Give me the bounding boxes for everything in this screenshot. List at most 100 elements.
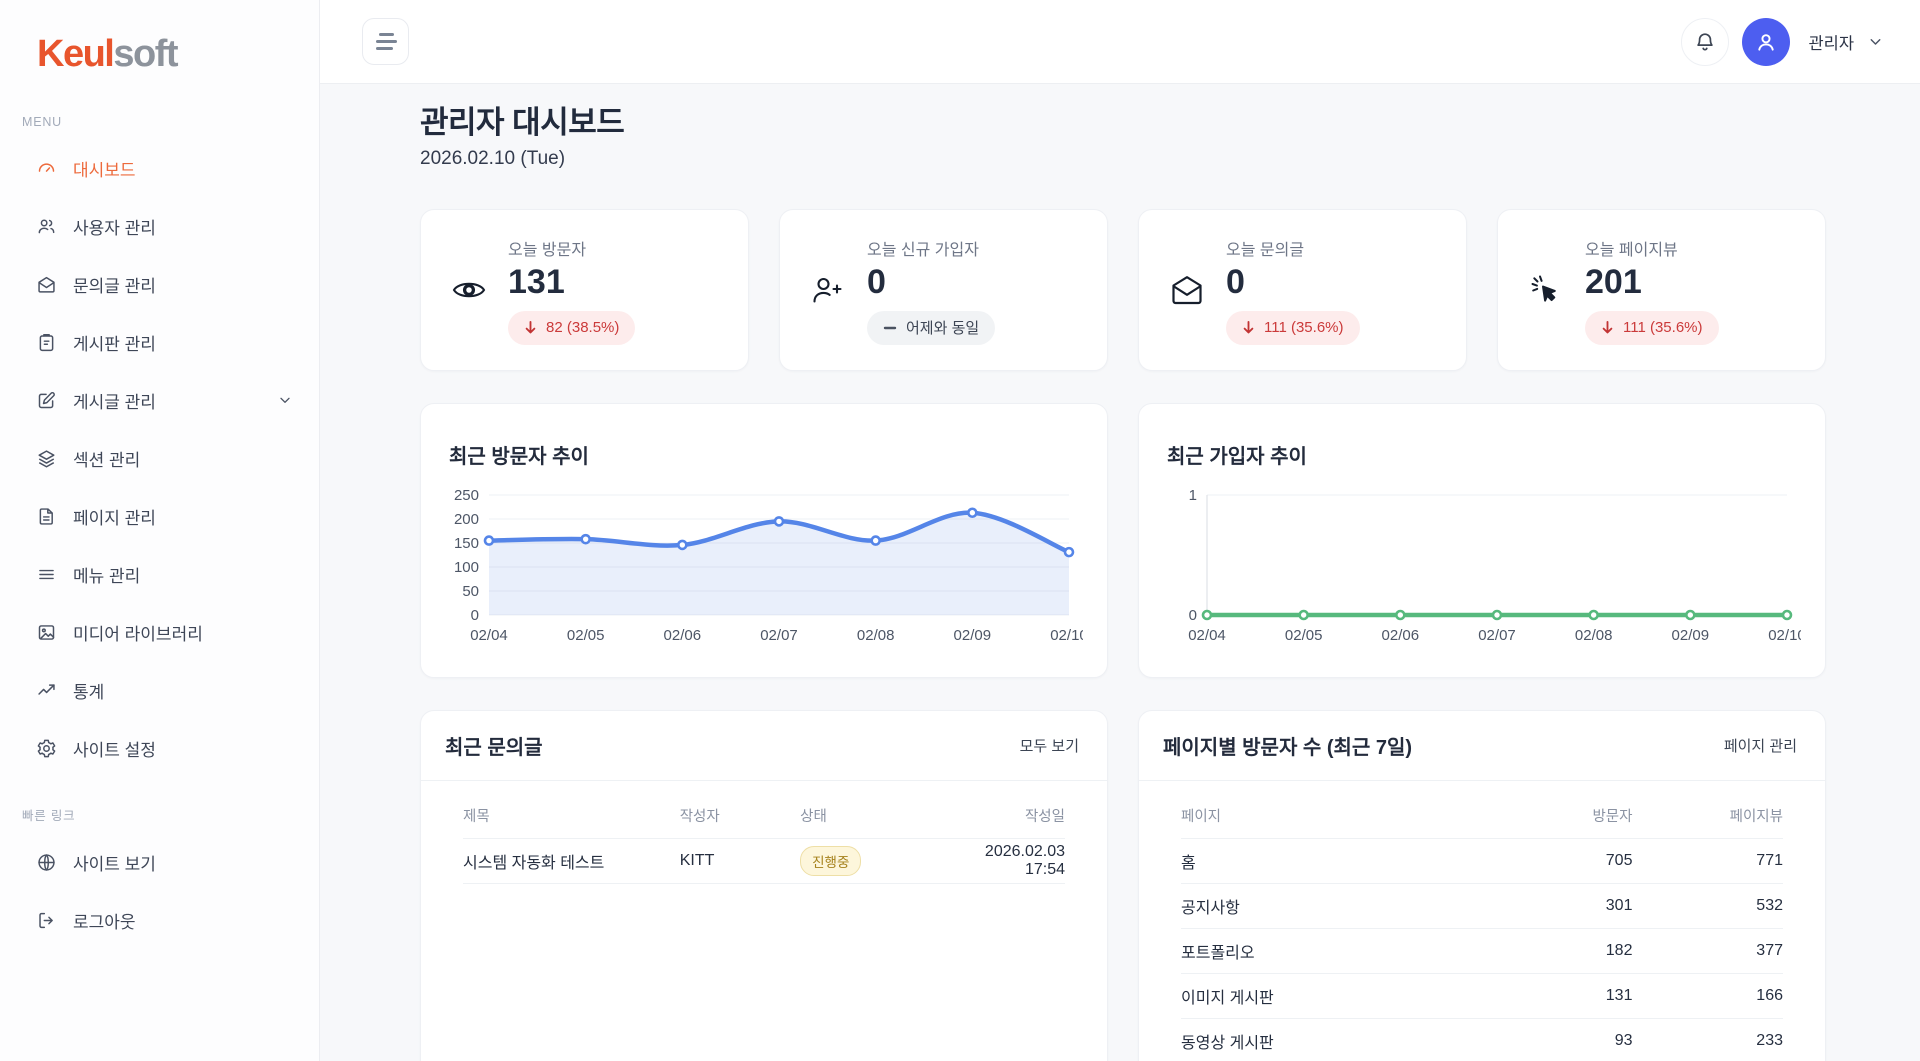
- sidebar-item-menus[interactable]: 메뉴 관리: [14, 550, 305, 598]
- avatar[interactable]: [1742, 17, 1791, 66]
- chevron-down-icon[interactable]: [277, 392, 293, 408]
- column-header: 방문자: [1494, 797, 1633, 839]
- visitors-cell: 301: [1494, 883, 1633, 929]
- sidebar-item-logout[interactable]: 로그아웃: [14, 896, 305, 944]
- sidebar-item-inquiries[interactable]: 문의글 관리: [14, 260, 305, 308]
- sidebar-section-menu: MENU: [22, 115, 63, 129]
- sidebar-item-label: 사이트 보기: [73, 854, 156, 874]
- page-visitors-table: 페이지 방문자 페이지뷰 홈 705 771 공지사항: [1181, 797, 1783, 1061]
- stat-change-badge: 111 (35.6%): [1585, 310, 1719, 345]
- stat-cards-row: 오늘 방문자 131 82 (38.5%) 오늘 신규 가입자 0 어제와 동일: [420, 209, 1826, 371]
- stat-label: 오늘 방문자: [508, 241, 587, 259]
- gear-icon: [36, 738, 57, 759]
- sidebar-item-dashboard[interactable]: 대시보드: [14, 144, 305, 192]
- sidebar-item-label: 사용자 관리: [73, 218, 156, 238]
- page-visitors-card: 페이지별 방문자 수 (최근 7일) 페이지 관리 페이지 방문자 페이지뷰 홈: [1138, 710, 1826, 1061]
- svg-text:100: 100: [454, 559, 479, 576]
- sidebar-item-users[interactable]: 사용자 관리: [14, 202, 305, 250]
- sidebar-item-label: 대시보드: [73, 160, 136, 180]
- arrow-down-icon: [1601, 320, 1614, 335]
- post-edit-icon: [36, 390, 57, 411]
- page-date: 2026.02.10 (Tue): [420, 148, 566, 169]
- sidebar-item-label: 섹션 관리: [73, 450, 141, 470]
- visitors-cell: 182: [1494, 928, 1633, 974]
- table-row[interactable]: 홈 705 771: [1181, 838, 1783, 884]
- svg-text:02/06: 02/06: [1382, 627, 1420, 644]
- arrow-down-icon: [1242, 320, 1255, 335]
- table-row[interactable]: 공지사항 301 532: [1181, 883, 1783, 929]
- stat-badge-text: 111 (35.6%): [1264, 319, 1344, 336]
- sidebar-item-label: 메뉴 관리: [73, 566, 141, 586]
- user-icon: [1753, 29, 1779, 55]
- main-column: 관리자 관리자 대시보드 2026.02.10 (Tue) 오늘 방문자 131…: [320, 0, 1920, 1061]
- table-row[interactable]: 포트폴리오 182 377: [1181, 928, 1783, 974]
- svg-text:02/04: 02/04: [1188, 627, 1226, 644]
- stat-card-pageviews: 오늘 페이지뷰 201 111 (35.6%): [1497, 209, 1826, 371]
- view-all-link[interactable]: 모두 보기: [1019, 738, 1079, 755]
- stat-meta: 오늘 신규 가입자 0 어제와 동일: [867, 236, 996, 345]
- svg-text:200: 200: [454, 511, 479, 528]
- dashboard-icon: [36, 158, 57, 179]
- table-row[interactable]: 이미지 게시판 131 166: [1181, 973, 1783, 1019]
- manage-pages-link[interactable]: 페이지 관리: [1723, 738, 1797, 755]
- card-title: 최근 문의글: [445, 737, 543, 759]
- table-row[interactable]: 동영상 게시판 93 233: [1181, 1018, 1783, 1061]
- svg-text:02/05: 02/05: [1285, 627, 1323, 644]
- svg-text:02/07: 02/07: [1478, 627, 1516, 644]
- users-icon: [36, 216, 57, 237]
- sidebar-item-settings[interactable]: 사이트 설정: [14, 724, 305, 772]
- chart-title: 최근 가입자 추이: [1167, 446, 1307, 468]
- chart-title: 최근 방문자 추이: [449, 446, 589, 468]
- svg-text:1: 1: [1189, 487, 1197, 504]
- chevron-down-icon[interactable]: [1867, 33, 1884, 50]
- recent-inquiries-card: 최근 문의글 모두 보기 제목 작성자 상태 작성일 시스템: [420, 710, 1108, 1061]
- column-header: 페이지: [1181, 797, 1495, 839]
- stat-label: 오늘 문의글: [1226, 241, 1305, 259]
- sidebar: Keulsoft MENU 대시보드 사용자 관리 문의글 관리 게시판 관리 …: [0, 0, 320, 1061]
- pageviews-cell: 532: [1632, 883, 1783, 929]
- inquiry-author-cell: KITT: [679, 838, 801, 884]
- sidebar-item-label: 미디어 라이브러리: [73, 624, 203, 644]
- mail-icon: [36, 274, 57, 295]
- page-name-cell: 이미지 게시판: [1181, 973, 1495, 1019]
- svg-text:250: 250: [454, 487, 479, 504]
- brand-logo-rest: soft: [113, 33, 178, 75]
- table-row[interactable]: 시스템 자동화 테스트 KITT 진행중 2026.02.03 17:54: [463, 838, 1065, 884]
- menu-lines-icon: [36, 564, 57, 585]
- visitors-line-chart: 0 50 100 150 200 250 02/04 02/05 02/06 02/07 02/08…: [454, 487, 1083, 644]
- stat-meta: 오늘 문의글 0 111 (35.6%): [1226, 236, 1360, 345]
- sidebar-item-sections[interactable]: 섹션 관리: [14, 434, 305, 482]
- pageviews-cell: 166: [1632, 973, 1783, 1019]
- dash-icon: [883, 325, 897, 331]
- stat-value: 0: [1226, 262, 1245, 301]
- pageviews-cell: 233: [1632, 1018, 1783, 1061]
- inquiry-title-cell: 시스템 자동화 테스트: [463, 838, 680, 884]
- board-icon: [36, 332, 57, 353]
- layers-icon: [36, 448, 57, 469]
- inquiry-date-cell: 2026.02.03 17:54: [944, 838, 1065, 884]
- visitors-cell: 705: [1494, 838, 1633, 884]
- svg-text:02/08: 02/08: [857, 627, 895, 644]
- sidebar-item-pages[interactable]: 페이지 관리: [14, 492, 305, 540]
- inquiries-table: 제목 작성자 상태 작성일 시스템 자동화 테스트 KITT 진행중 2026.…: [463, 797, 1065, 884]
- inquiry-status-cell: 진행중: [800, 838, 945, 884]
- user-name[interactable]: 관리자: [1808, 34, 1854, 53]
- sidebar-item-boards[interactable]: 게시판 관리: [14, 318, 305, 366]
- stat-badge-text: 82 (38.5%): [546, 319, 620, 336]
- page-name-cell: 공지사항: [1181, 883, 1495, 929]
- sidebar-item-stats[interactable]: 통계: [14, 666, 305, 714]
- sidebar-toggle-button[interactable]: [362, 18, 409, 65]
- page-name-cell: 홈: [1181, 838, 1495, 884]
- svg-text:02/08: 02/08: [1575, 627, 1613, 644]
- status-badge: 진행중: [800, 846, 862, 876]
- mail-open-icon: [1169, 272, 1205, 308]
- arrow-down-icon: [524, 320, 537, 335]
- sidebar-item-view-site[interactable]: 사이트 보기: [14, 838, 305, 886]
- sidebar-item-media[interactable]: 미디어 라이브러리: [14, 608, 305, 656]
- stat-card-inquiries: 오늘 문의글 0 111 (35.6%): [1138, 209, 1467, 371]
- pageviews-cell: 771: [1632, 838, 1783, 884]
- page-icon: [36, 506, 57, 527]
- notifications-button[interactable]: [1681, 17, 1730, 66]
- sidebar-item-posts[interactable]: 게시글 관리: [14, 376, 305, 424]
- stat-badge-text: 111 (35.6%): [1623, 319, 1703, 336]
